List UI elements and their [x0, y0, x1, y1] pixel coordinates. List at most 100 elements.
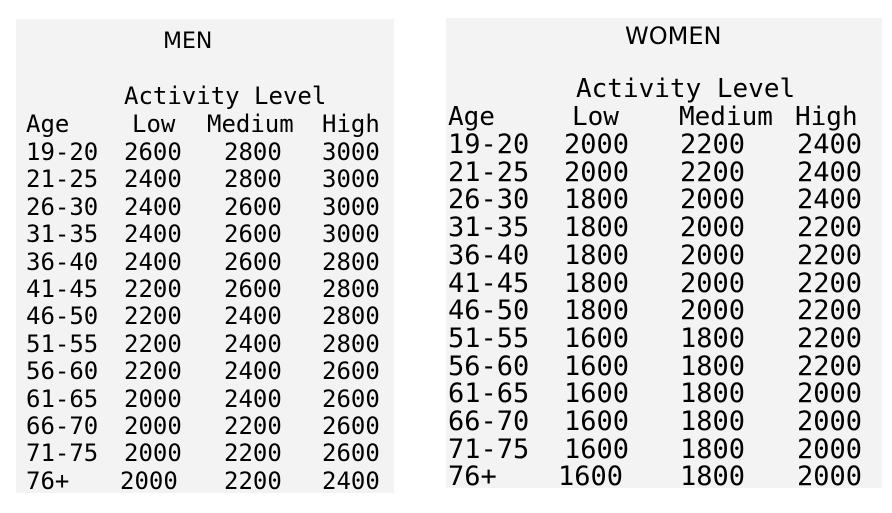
women-cell-high: 2000	[797, 406, 863, 437]
women-cell-medium: 2000	[680, 184, 746, 216]
men-cell-low: 2400	[124, 165, 182, 194]
men-header-age: Age	[26, 110, 70, 138]
women-activity-level-label: Activity Level	[576, 74, 796, 104]
women-cell-low: 1600	[564, 378, 630, 410]
men-cell-high: 3000	[322, 192, 380, 221]
men-cell-low: 2000	[124, 412, 182, 440]
men-calorie-table: MEN Activity Level Age Low Medium High 1…	[16, 19, 394, 493]
men-cell-low: 2400	[124, 220, 182, 249]
men-cell-medium: 2800	[224, 138, 282, 166]
men-cell-high: 3000	[322, 220, 380, 249]
men-cell-age: 76+	[26, 466, 70, 495]
women-cell-age: 56-60	[448, 350, 530, 382]
women-cell-age: 41-45	[448, 267, 530, 299]
men-cell-medium: 2600	[224, 192, 282, 221]
men-cell-age: 56-60	[26, 357, 99, 386]
women-header-age: Age	[448, 102, 495, 132]
women-cell-age: 31-35	[448, 212, 530, 244]
women-calorie-table: WOMEN Activity Level Age Low Medium High…	[446, 18, 882, 493]
men-cell-low: 2400	[124, 192, 182, 221]
men-header-low: Low	[132, 110, 176, 138]
men-cell-age: 31-35	[26, 220, 99, 249]
women-cell-low: 1800	[564, 184, 630, 216]
women-header-low: Low	[572, 102, 619, 132]
women-cell-medium: 2000	[680, 212, 746, 244]
women-cell-high: 2200	[797, 212, 863, 244]
men-cell-low: 2200	[124, 302, 182, 331]
women-cell-medium: 2200	[680, 129, 746, 160]
women-table-title: WOMEN	[625, 22, 722, 50]
women-cell-high: 2200	[797, 267, 863, 299]
men-cell-low: 2200	[124, 275, 182, 303]
men-cell-high: 2600	[322, 412, 380, 440]
women-cell-medium: 1800	[680, 406, 746, 437]
men-cell-medium: 2400	[224, 357, 282, 386]
men-cell-high: 2600	[322, 357, 380, 386]
men-cell-age: 19-20	[26, 138, 99, 166]
women-cell-age: 61-65	[448, 378, 530, 410]
women-cell-age: 19-20	[448, 129, 530, 160]
men-cell-high: 3000	[322, 138, 380, 166]
women-header-high: High	[795, 102, 858, 132]
men-cell-high: 2400	[322, 466, 380, 495]
men-cell-age: 36-40	[26, 247, 99, 276]
women-cell-age: 66-70	[448, 406, 530, 437]
women-cell-age: 36-40	[448, 239, 530, 271]
women-cell-medium: 1800	[680, 433, 746, 465]
men-table-title: MEN	[163, 29, 213, 54]
men-cell-age: 26-30	[26, 192, 99, 221]
women-cell-medium: 2000	[680, 295, 746, 327]
men-cell-high: 2600	[322, 439, 380, 468]
men-cell-medium: 2400	[224, 329, 282, 358]
men-cell-low: 2000	[124, 384, 182, 413]
men-cell-high: 2800	[322, 247, 380, 276]
men-cell-high: 2800	[322, 275, 380, 303]
women-cell-high: 2200	[797, 239, 863, 271]
women-cell-age: 21-25	[448, 156, 530, 188]
women-cell-high: 2000	[797, 433, 863, 465]
women-cell-age: 26-30	[448, 184, 530, 216]
men-cell-medium: 2600	[224, 220, 282, 249]
women-cell-medium: 1800	[680, 350, 746, 382]
men-cell-age: 21-25	[26, 165, 99, 194]
women-cell-low: 1600	[558, 461, 624, 493]
women-cell-high: 2400	[797, 129, 863, 160]
women-cell-low: 1800	[564, 267, 630, 299]
men-header-high: High	[322, 110, 380, 138]
men-cell-medium: 2600	[224, 275, 282, 303]
women-cell-high: 2200	[797, 295, 863, 327]
women-cell-high: 2000	[797, 378, 863, 410]
women-cell-low: 1800	[564, 212, 630, 244]
men-cell-low: 2000	[124, 439, 182, 468]
men-cell-low: 2400	[124, 247, 182, 276]
men-cell-age: 46-50	[26, 302, 99, 331]
men-cell-low: 2200	[124, 329, 182, 358]
men-cell-low: 2600	[124, 138, 182, 166]
women-cell-low: 2000	[564, 129, 630, 160]
men-cell-medium: 2600	[224, 247, 282, 276]
women-cell-medium: 2200	[680, 156, 746, 188]
men-cell-age: 71-75	[26, 439, 99, 468]
men-cell-medium: 2200	[224, 412, 282, 440]
women-cell-low: 1600	[564, 350, 630, 382]
men-cell-high: 2800	[322, 329, 380, 358]
women-cell-low: 2000	[564, 156, 630, 188]
men-cell-age: 61-65	[26, 384, 99, 413]
men-cell-age: 66-70	[26, 412, 99, 440]
women-cell-low: 1800	[564, 239, 630, 271]
women-cell-medium: 2000	[680, 239, 746, 271]
men-cell-medium: 2800	[224, 165, 282, 194]
women-cell-low: 1600	[564, 433, 630, 465]
men-activity-level-label: Activity Level	[124, 82, 327, 110]
men-cell-age: 41-45	[26, 275, 99, 303]
women-cell-age: 51-55	[448, 322, 530, 354]
women-cell-high: 2000	[797, 461, 863, 493]
men-cell-high: 2800	[322, 302, 380, 331]
women-cell-high: 2400	[797, 184, 863, 216]
women-cell-medium: 1800	[680, 378, 746, 410]
men-cell-medium: 2400	[224, 384, 282, 413]
men-cell-medium: 2200	[224, 466, 282, 495]
women-header-medium: Medium	[679, 102, 773, 132]
women-cell-low: 1600	[564, 322, 630, 354]
men-cell-age: 51-55	[26, 329, 99, 358]
